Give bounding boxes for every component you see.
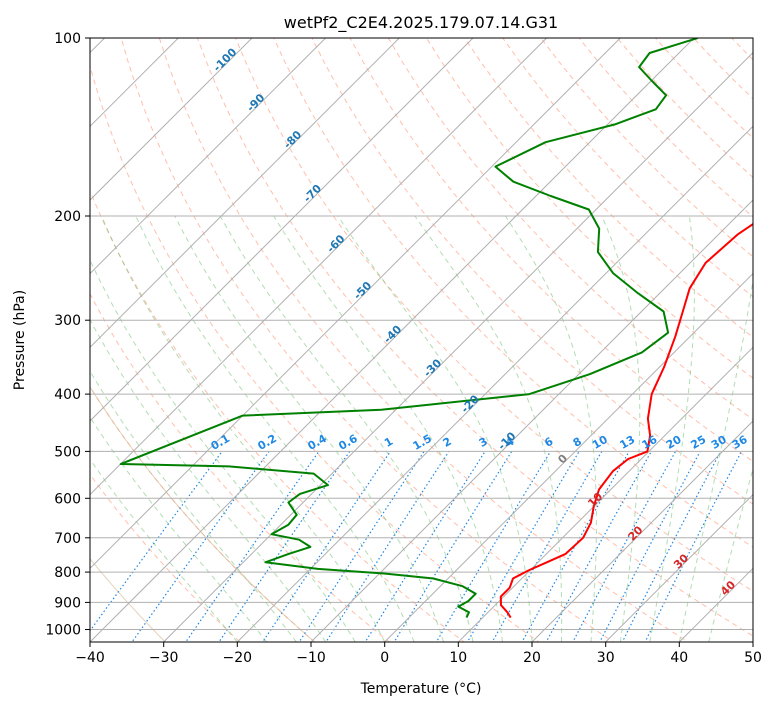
isotherm-line xyxy=(162,51,753,642)
isotherm-line xyxy=(90,38,327,275)
x-axis: −40 −30 −20 −10 0 10 20 30 40 50 xyxy=(75,642,762,666)
series-lines xyxy=(119,38,753,619)
x-tick-label: −10 xyxy=(296,650,326,666)
isotherm-line xyxy=(236,125,753,642)
dry-adiabat-line xyxy=(196,38,753,637)
x-tick-label: −30 xyxy=(149,650,179,666)
isotherm-line xyxy=(90,38,474,422)
y-tick-label: 100 xyxy=(54,31,81,47)
x-tick-label: 30 xyxy=(597,650,615,666)
isotherm-line xyxy=(90,38,622,570)
moist-adiabat-line xyxy=(678,276,753,642)
moist-adiabat-line xyxy=(649,215,695,642)
y-axis: 100 200 300 400 500 600 700 800 900 1000 xyxy=(45,31,90,639)
plot-frame xyxy=(89,37,754,643)
dewpoint-profile-line xyxy=(119,38,699,619)
moist-adiabat-line xyxy=(90,318,327,642)
isotherm-line xyxy=(90,38,401,349)
moist-adiabat-line xyxy=(504,215,597,642)
isotherm-line xyxy=(90,38,180,128)
isotherm-line xyxy=(383,272,753,642)
dry-adiabat-line xyxy=(158,38,690,642)
y-tick-label: 300 xyxy=(54,313,81,329)
x-axis-title: Temperature (°C) xyxy=(360,681,482,697)
isotherm-line xyxy=(90,38,695,642)
x-tick-label: 40 xyxy=(670,650,688,666)
x-tick-label: 0 xyxy=(380,650,389,666)
y-tick-label: 700 xyxy=(54,531,81,547)
dry-adiabat-line xyxy=(464,38,753,338)
reference-curve-line xyxy=(90,557,167,642)
dry-adiabat-line xyxy=(425,38,753,379)
isotherm-line xyxy=(0,11,58,654)
moist-adiabat-line xyxy=(273,215,503,642)
y-tick-label: 900 xyxy=(54,595,81,611)
chart-title: wetPf2_C2E4.2025.179.07.14.G31 xyxy=(284,13,558,33)
moist-adiabat-line xyxy=(414,215,563,642)
y-tick-label: 600 xyxy=(54,491,81,507)
isotherm-line xyxy=(531,420,753,642)
moist-adiabat-line xyxy=(135,215,415,642)
isotherm-line xyxy=(604,493,753,642)
isotherm-line xyxy=(310,199,753,642)
isotherm-line xyxy=(457,346,753,642)
y-tick-label: 1000 xyxy=(45,623,81,639)
dry-adiabat-line xyxy=(90,292,391,642)
plot-background xyxy=(90,38,753,642)
reference-curve-line xyxy=(90,385,316,642)
moist-adiabat-line xyxy=(708,466,753,642)
dry-adiabat-line xyxy=(90,63,540,642)
isotherm-line xyxy=(90,38,548,496)
moist-adiabat-line xyxy=(90,258,356,642)
x-tick-label: −40 xyxy=(75,650,105,666)
grid-lines xyxy=(0,11,753,654)
y-tick-label: 500 xyxy=(54,444,81,460)
moist-adiabat-line xyxy=(90,458,238,642)
moist-adiabat-line xyxy=(337,215,533,642)
temperature-profile-line xyxy=(499,222,753,619)
y-tick-label: 400 xyxy=(54,387,81,403)
dry-adiabat-line xyxy=(120,38,615,642)
x-tick-label: 50 xyxy=(744,650,762,666)
dry-adiabat-line xyxy=(349,38,753,463)
x-tick-label: −20 xyxy=(223,650,253,666)
y-tick-label: 800 xyxy=(54,565,81,581)
x-tick-label: 20 xyxy=(523,650,541,666)
isotherm-line xyxy=(90,38,253,201)
y-tick-label: 200 xyxy=(54,209,81,225)
moist-adiabat-line xyxy=(90,370,297,642)
x-tick-label: 10 xyxy=(449,650,467,666)
moist-adiabat-line xyxy=(90,416,268,642)
y-axis-title: Pressure (hPa) xyxy=(12,290,28,390)
moist-adiabat-line xyxy=(174,215,445,642)
